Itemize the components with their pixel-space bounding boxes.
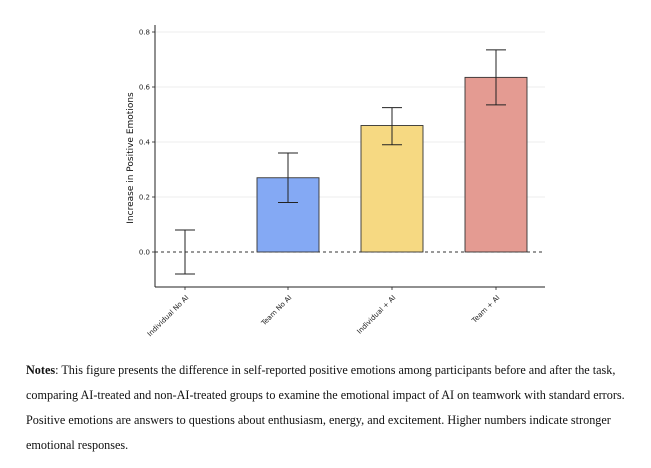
y-tick-label: 0.2: [139, 194, 150, 202]
tick-labels: 0.0 0.2 0.4 0.6 0.8 Individual No AI Team No A…: [139, 29, 502, 339]
y-tick-label: 0.0: [139, 249, 150, 257]
error-bar: [382, 107, 402, 146]
error-bar: [175, 229, 195, 275]
y-tick-label: 0.6: [139, 84, 151, 92]
bars: [256, 76, 528, 253]
error-bar: [486, 49, 506, 106]
bar: [464, 76, 528, 253]
figure-notes: Notes: This figure presents the differen…: [26, 358, 638, 458]
y-axis-label: Increase in Positive Emotions: [126, 92, 136, 224]
x-tick-label: Team + AI: [470, 294, 502, 326]
bar: [360, 125, 424, 253]
bar-chart: 0.0 0.2 0.4 0.6 0.8 Individual No AI Team No A…: [126, 25, 545, 339]
error-bar: [278, 152, 298, 203]
notes-label: Notes: [26, 363, 56, 377]
error-bars: [175, 49, 506, 275]
axes: [152, 25, 545, 290]
x-tick-label: Individual + AI: [356, 294, 398, 336]
notes-text: : This figure presents the difference in…: [26, 363, 625, 452]
y-tick-label: 0.4: [139, 139, 151, 147]
x-tick-label: Team No AI: [259, 294, 293, 328]
x-tick-label: Individual No AI: [146, 294, 190, 338]
y-tick-label: 0.8: [139, 29, 150, 37]
